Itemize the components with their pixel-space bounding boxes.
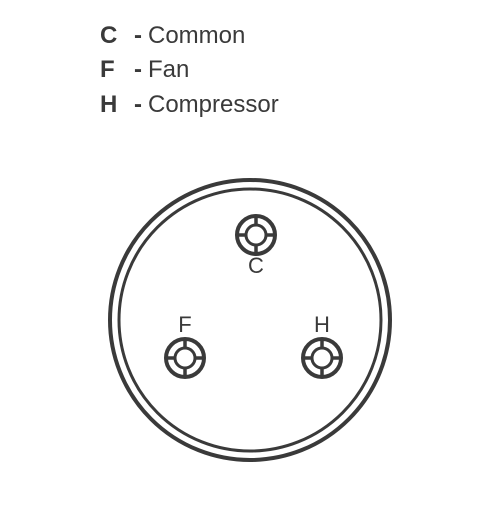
terminal-peg (305, 356, 312, 360)
terminal-label-f: F (178, 312, 191, 337)
terminal-peg (168, 356, 175, 360)
terminal-peg (183, 341, 187, 348)
terminal-label-c: C (248, 253, 264, 278)
terminal-peg (239, 233, 246, 237)
terminal-peg (320, 341, 324, 348)
terminal-diagram: C F H (0, 0, 500, 505)
terminal-peg (332, 356, 339, 360)
terminal-inner (246, 225, 266, 245)
terminal-peg (183, 368, 187, 375)
figure-root: { "legend": { "items": [ { "letter": "C"… (0, 0, 500, 500)
terminal-peg (266, 233, 273, 237)
terminal-peg (195, 356, 202, 360)
terminal-peg (254, 245, 258, 252)
terminal-inner (312, 348, 332, 368)
terminal-peg (254, 218, 258, 225)
terminal-label-h: H (314, 312, 330, 337)
terminal-inner (175, 348, 195, 368)
terminal-peg (320, 368, 324, 375)
diagram-svg: C F H (0, 0, 500, 500)
